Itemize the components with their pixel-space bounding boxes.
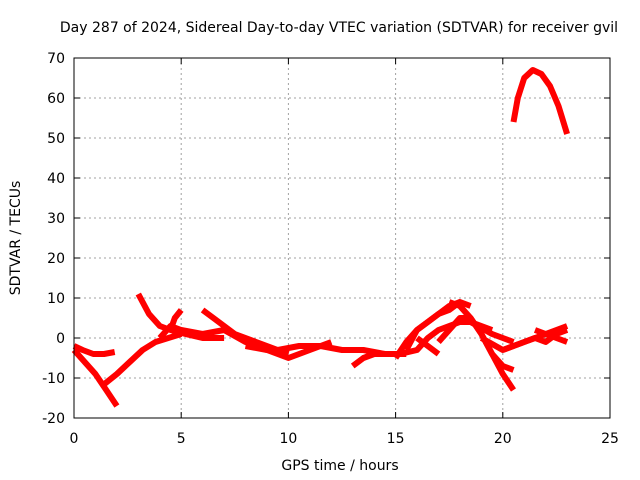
x-tick-label: 10 — [279, 431, 297, 447]
y-tick-label: 10 — [47, 291, 65, 307]
y-tick-label: 30 — [47, 211, 65, 227]
tick-layer: 0 5 10 15 20 25 -20 -10 0 10 20 30 40 50 60 70 — [42, 51, 619, 447]
plot-frame — [73, 57, 611, 419]
series-track-19 — [501, 327, 569, 353]
x-axis-label: GPS time / hours — [281, 458, 398, 474]
series-track-21 — [510, 67, 570, 135]
x-tick-label: 15 — [387, 431, 405, 447]
y-tick-label: 20 — [47, 251, 65, 267]
series-track-15 — [448, 299, 515, 373]
series-track-10 — [350, 351, 385, 369]
series-layer — [71, 67, 570, 408]
series-track-12 — [403, 299, 472, 352]
series-track-3 — [100, 331, 183, 389]
series-track-6 — [167, 308, 184, 332]
series-track-2 — [71, 348, 120, 408]
x-tick-label: 5 — [177, 431, 186, 447]
y-tick-label: 0 — [56, 331, 65, 347]
series-track-1 — [72, 343, 116, 357]
y-tick-label: 40 — [47, 171, 65, 187]
y-axis-label: SDTVAR / TECUs — [8, 181, 24, 296]
y-tick-label: 50 — [47, 131, 65, 147]
x-tick-label: 0 — [70, 431, 79, 447]
y-tick-label: -20 — [42, 411, 65, 427]
series-track-16 — [415, 335, 441, 357]
series-track-20 — [533, 327, 569, 345]
y-tick-label: 70 — [47, 51, 65, 67]
series-track-17 — [469, 319, 515, 345]
y-tick-label: -10 — [42, 371, 65, 387]
y-tick-label: 60 — [47, 91, 65, 107]
x-tick-label: 20 — [494, 431, 512, 447]
chart-title: Day 287 of 2024, Sidereal Day-to-day VTE… — [60, 20, 618, 36]
x-tick-label: 25 — [601, 431, 619, 447]
series-track-13 — [399, 319, 494, 357]
